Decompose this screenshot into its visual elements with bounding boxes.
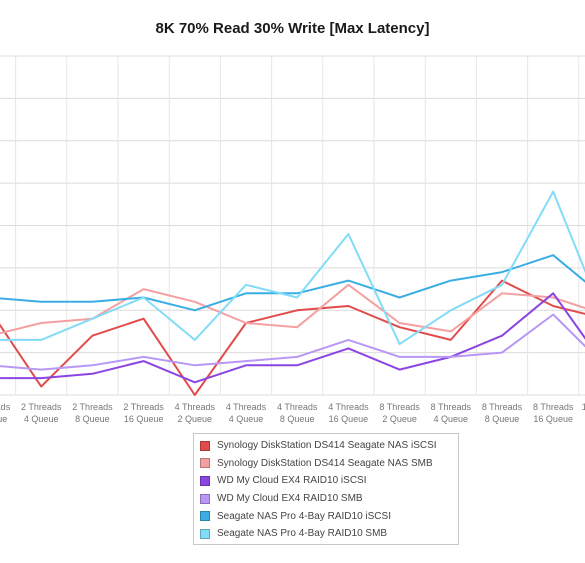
legend-label: WD My Cloud EX4 RAID10 iSCSI [217,475,367,487]
x-tick-label: 8 Threads 2 Queue [379,402,420,424]
legend-label: Seagate NAS Pro 4-Bay RAID10 iSCSI [217,510,391,522]
x-tick-label: 2 Threads 8 Queue [72,402,113,424]
legend-item-5: Seagate NAS Pro 4-Bay RAID10 iSCSI [200,507,458,525]
x-tick-label: 4 Threads 8 Queue [277,402,318,424]
x-tick-label: 2 Threads 4 Queue [21,402,62,424]
x-tick-label: 4 Threads 4 Queue [226,402,267,424]
legend-swatch [200,511,210,522]
legend-item-1: Synology DiskStation DS414 Seagate NAS i… [200,437,458,455]
legend-swatch [200,440,210,451]
legend-item-3: WD My Cloud EX4 RAID10 iSCSI [200,472,458,490]
legend-item-4: WD My Cloud EX4 RAID10 SMB [200,490,458,508]
x-tick-label: 8 Threads 16 Queue [533,402,574,424]
series-line-6 [0,190,585,346]
legend-swatch [200,528,210,539]
x-tick-label: 8 Threads 8 Queue [482,402,523,424]
legend-label: WD My Cloud EX4 RAID10 SMB [217,493,363,505]
x-tick-label: 8 Threads 4 Queue [431,402,472,424]
series-line-2 [0,283,585,335]
legend-swatch [200,458,210,469]
legend-label: Synology DiskStation DS414 Seagate NAS i… [217,440,437,452]
legend-label: Synology DiskStation DS414 Seagate NAS S… [217,457,433,469]
legend-label: Seagate NAS Pro 4-Bay RAID10 SMB [217,528,388,540]
x-tick-label: 4 Threads 16 Queue [328,402,369,424]
legend-swatch [200,475,210,486]
series-line-1 [0,279,585,396]
x-tick-label: 4 Threads 2 Queue [175,402,216,424]
x-tick-label: 2 Threads 16 Queue [123,402,164,424]
chart-title: 8K 70% Read 30% Write [Max Latency] [155,20,430,37]
series-line-4 [0,313,585,371]
series-line-5 [0,254,585,312]
series-line-3 [0,292,585,384]
legend-item-6: Seagate NAS Pro 4-Bay RAID10 SMB [200,525,458,543]
legend-swatch [200,493,210,504]
legend-item-2: Synology DiskStation DS414 Seagate NAS S… [200,455,458,473]
chart-legend: Synology DiskStation DS414 Seagate NAS i… [193,433,459,545]
